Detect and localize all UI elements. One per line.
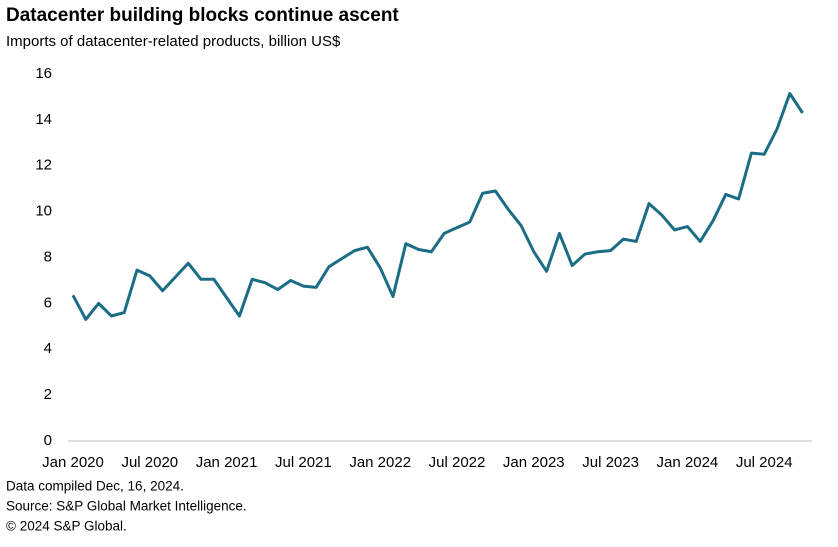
chart-subtitle: Imports of datacenter-related products, … (6, 33, 341, 50)
note: © 2024 S&P Global. (6, 519, 127, 534)
x-tick-label: Jul 2024 (736, 454, 793, 471)
y-tick-label: 6 (44, 294, 52, 311)
x-tick-label: Jul 2022 (429, 454, 486, 471)
y-tick-label: 12 (35, 157, 52, 174)
data-line (71, 91, 804, 321)
x-tick-label: Jan 2024 (657, 454, 719, 471)
y-tick-label: 16 (35, 65, 52, 82)
x-tick-label: Jul 2021 (275, 454, 332, 471)
x-tick-label: Jul 2023 (582, 454, 639, 471)
note: Source: S&P Global Market Intelligence. (6, 499, 247, 514)
y-tick-label: 8 (44, 248, 52, 265)
x-tick-label: Jan 2023 (503, 454, 565, 471)
y-tick-label: 4 (44, 340, 52, 357)
x-tick-label: Jan 2022 (349, 454, 411, 471)
chart-title: Datacenter building blocks continue asce… (6, 5, 399, 26)
x-tick-label: Jul 2020 (121, 454, 178, 471)
x-tick-label: Jan 2021 (196, 454, 258, 471)
y-tick-label: 10 (35, 203, 52, 220)
x-tick-label: Jan 2020 (42, 454, 104, 471)
y-tick-label: 2 (44, 386, 52, 403)
y-tick-label: 0 (44, 432, 52, 449)
note: Data compiled Dec, 16, 2024. (6, 479, 184, 494)
y-tick-label: 14 (35, 111, 52, 128)
